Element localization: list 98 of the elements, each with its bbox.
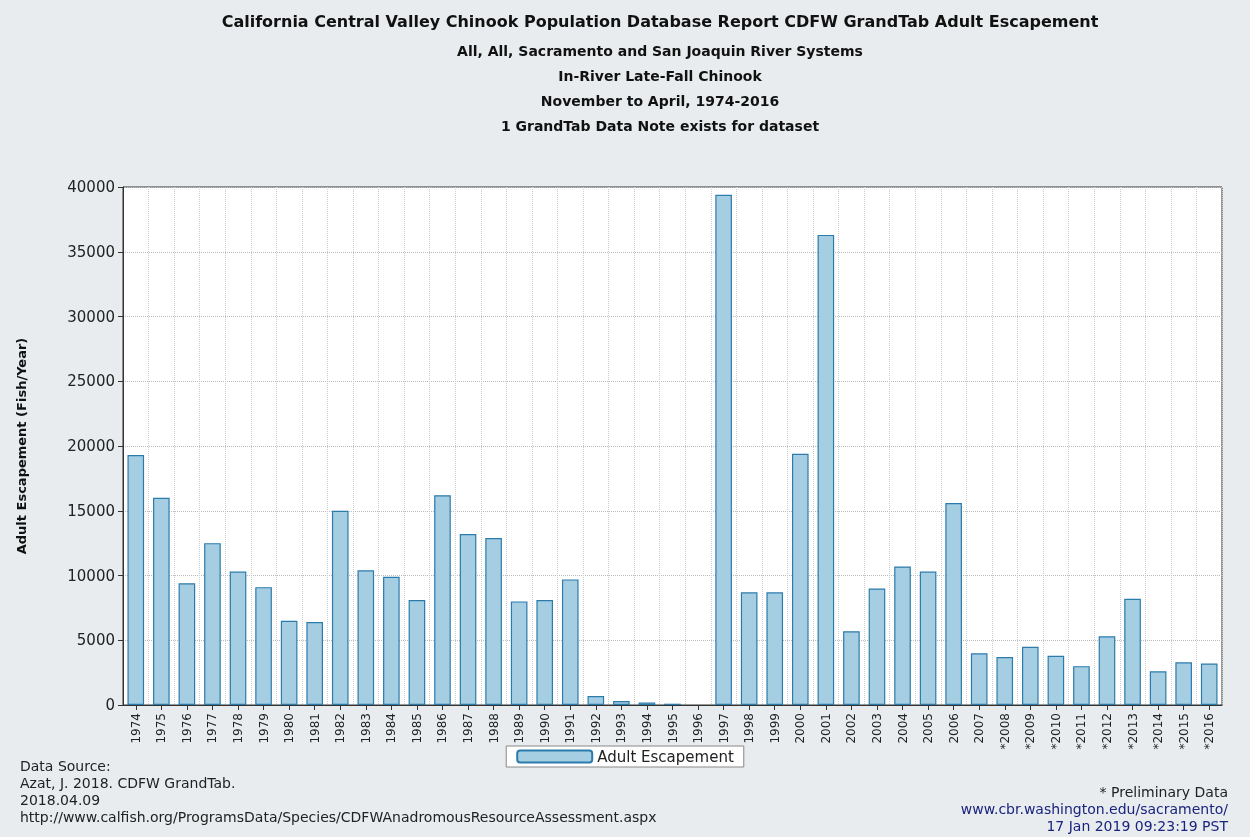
- x-tick-label: 1985: [409, 713, 424, 744]
- x-tick-label: 2001: [818, 713, 833, 744]
- bar: [229, 571, 247, 705]
- x-tick-label: 1981: [307, 713, 322, 744]
- bar: [1124, 598, 1141, 705]
- x-tick-label: *2014: [1151, 713, 1166, 750]
- x-tick-label: *2008: [997, 713, 1012, 750]
- bar: [868, 588, 886, 705]
- x-tick-label: 2003: [869, 713, 884, 744]
- bar: [970, 653, 988, 705]
- bar: [280, 620, 298, 705]
- chart-title: California Central Valley Chinook Population Database Report CDFW GrandTab Adult Escapement: [221, 11, 1099, 31]
- x-tick-label: 1987: [461, 713, 476, 744]
- bar: [434, 495, 451, 705]
- x-tick-label: *2011: [1074, 713, 1089, 750]
- x-tick-label: *2016: [1202, 713, 1217, 750]
- legend-label: Adult Escapement: [597, 747, 734, 766]
- bar: [587, 695, 605, 705]
- y-tick-label: 25000: [67, 372, 115, 391]
- bar: [919, 571, 937, 705]
- x-tick-label: 1984: [384, 713, 399, 744]
- x-tick-label: 1978: [231, 713, 246, 744]
- x-tick-label: 1992: [588, 713, 603, 744]
- text: * Preliminary Data: [1099, 783, 1228, 800]
- x-tick-label: 2002: [844, 713, 859, 744]
- bar: [383, 576, 400, 705]
- bar: [945, 502, 962, 705]
- x-tick-label: 1996: [691, 713, 706, 744]
- bar: [485, 537, 502, 705]
- bar: [1200, 663, 1218, 705]
- x-tick-label: 1998: [742, 713, 757, 744]
- y-tick-label: 30000: [67, 307, 115, 326]
- y-tick-label: 15000: [67, 501, 115, 520]
- bar: [740, 592, 758, 705]
- x-tick-label: 1991: [563, 713, 578, 744]
- bar: [561, 579, 579, 705]
- bar: [459, 534, 477, 705]
- x-tick-label: 1979: [256, 713, 271, 744]
- bar: [894, 566, 911, 705]
- x-tick-label: 1994: [639, 713, 654, 744]
- bar: [791, 453, 809, 705]
- x-tick-label: 1974: [128, 713, 143, 744]
- x-tick-label: 2004: [895, 713, 910, 744]
- x-tick-label: 2000: [793, 713, 808, 744]
- text: www.cbr.washington.edu/sacramento/ 17 Jan 2019 09:23:19 PST: [960, 800, 1229, 834]
- bar: [1073, 666, 1090, 705]
- x-tick-label: 1980: [282, 713, 297, 744]
- x-tick-label: 1995: [665, 713, 680, 744]
- x-tick-label: *2010: [1048, 713, 1063, 750]
- y-tick-label: 0: [105, 696, 115, 714]
- x-tick-label: *2012: [1099, 713, 1114, 750]
- x-tick-label: 1975: [154, 713, 169, 744]
- bar: [1149, 671, 1167, 705]
- x-tick-label: 1990: [537, 713, 552, 744]
- bar: [306, 622, 323, 705]
- bar: [536, 600, 554, 705]
- bar: [408, 600, 426, 705]
- y-tick-label: 5000: [76, 631, 115, 650]
- x-tick-label: 2006: [946, 713, 961, 744]
- bar: [1047, 655, 1065, 705]
- bar: [1175, 662, 1192, 705]
- bar: [357, 570, 375, 705]
- y-tick-label: 35000: [67, 242, 115, 261]
- y-axis-title: Adult Escapement (Fish/Year): [14, 337, 29, 555]
- y-tick-label: 10000: [67, 566, 115, 585]
- x-tick-label: *2009: [1023, 713, 1038, 750]
- bar: [715, 194, 732, 705]
- x-tick-label: *2013: [1125, 713, 1140, 750]
- bar: [255, 587, 272, 705]
- x-tick-label: 1982: [333, 713, 348, 744]
- bar: [204, 543, 221, 705]
- x-tick-label: 2005: [921, 713, 936, 744]
- bar: [510, 601, 528, 705]
- bar: [127, 455, 145, 705]
- bar: [331, 510, 349, 705]
- bar: [1098, 636, 1116, 705]
- x-tick-label: 1993: [614, 713, 629, 744]
- y-tick-label: 40000: [67, 178, 115, 196]
- x-tick-label: *2015: [1176, 713, 1191, 750]
- bar: [996, 657, 1014, 705]
- x-tick-label: 1983: [358, 713, 373, 744]
- bar: [613, 701, 630, 705]
- x-tick-label: 1976: [179, 713, 194, 744]
- x-tick-label: 1988: [486, 713, 501, 744]
- x-tick-label: 1977: [205, 713, 220, 744]
- chart-subtitle: All, All, Sacramento and San Joaquin River Systems In-River Late-Fall Chinook November to April, 1974-2016 1 GrandTab Data Note exists for dataset: [457, 42, 863, 134]
- x-tick-label: 1986: [435, 713, 450, 744]
- bar: [817, 234, 835, 705]
- bar: [1022, 646, 1039, 705]
- x-tick-label: 2007: [972, 713, 987, 744]
- x-tick-label: 1997: [716, 713, 731, 744]
- bar: [843, 631, 860, 705]
- y-tick-label: 20000: [67, 437, 115, 455]
- x-tick-label: 1989: [512, 713, 527, 744]
- bar: [178, 583, 196, 705]
- bar: [153, 497, 170, 705]
- x-tick-label: 1999: [767, 713, 782, 744]
- bar: [766, 592, 784, 705]
